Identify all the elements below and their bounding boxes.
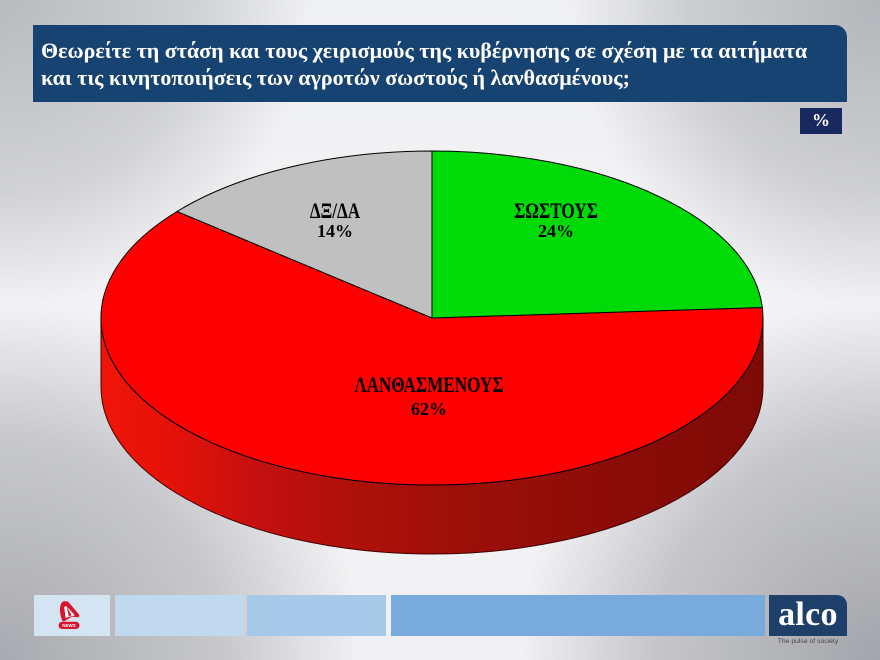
svg-text:NEWS: NEWS	[62, 623, 76, 628]
